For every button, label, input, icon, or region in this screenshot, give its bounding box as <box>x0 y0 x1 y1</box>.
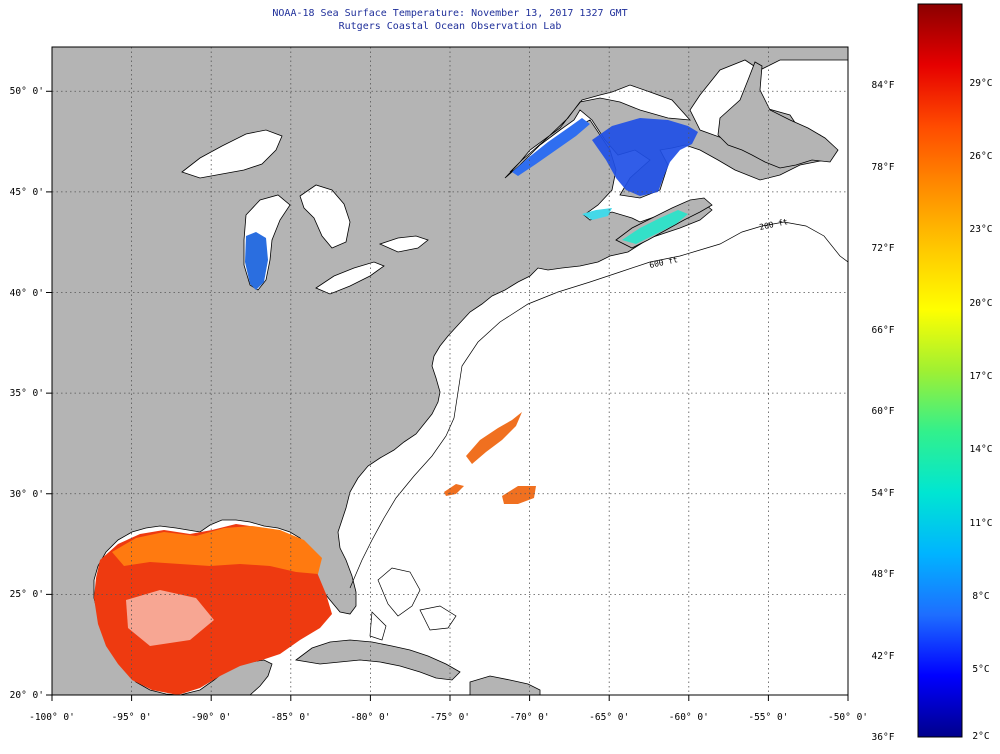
longitude-label: -100° 0' <box>29 712 75 723</box>
longitude-label: -75° 0' <box>429 712 471 723</box>
latitude-label: 20° 0' <box>9 690 44 701</box>
celsius-label: 14°C <box>969 444 993 456</box>
shelf-contour <box>349 221 848 589</box>
latitude-label: 25° 0' <box>9 589 44 601</box>
newfoundland-land <box>717 61 839 169</box>
fahrenheit-label: 48°F <box>871 569 895 581</box>
fahrenheit-label: 78°F <box>871 161 895 173</box>
fahrenheit-label: 36°F <box>871 732 895 743</box>
colorbar <box>917 3 963 738</box>
lake-michigan-sst <box>245 232 268 290</box>
celsius-label: 17°C <box>969 370 993 382</box>
sst-patch-a <box>466 412 522 464</box>
celsius-label: 23°C <box>969 224 993 236</box>
sst-patch-b <box>502 486 536 504</box>
map-layers <box>52 47 848 695</box>
longitude-label: -85° 0' <box>270 712 311 723</box>
latitude-label: 45° 0' <box>9 186 44 198</box>
st-lawrence-estuary-sst <box>512 118 590 176</box>
celsius-label: 8°C <box>972 590 990 602</box>
latitude-label: 50° 0' <box>9 86 44 98</box>
lake-ontario <box>378 235 429 253</box>
celsius-label: 29°C <box>969 77 993 89</box>
great-lakes <box>181 129 429 295</box>
fahrenheit-label: 72°F <box>871 243 895 255</box>
graticule <box>52 47 848 695</box>
celsius-label: 20°C <box>969 297 993 309</box>
celsius-label: 2°C <box>972 731 990 742</box>
sst-patch-c <box>444 484 464 496</box>
celsius-label: 11°C <box>969 517 993 529</box>
latitude-label: 35° 0' <box>9 388 44 400</box>
lake-huron <box>299 184 351 249</box>
fahrenheit-label: 54°F <box>871 487 895 499</box>
lake-superior <box>181 129 283 179</box>
hispaniola-land <box>469 675 541 695</box>
gulf-north-shelf-sst <box>112 526 322 574</box>
fahrenheit-label: 84°F <box>871 80 895 92</box>
fahrenheit-label: 60°F <box>871 406 895 418</box>
north-america-land <box>52 47 848 695</box>
gulf-stream-patches <box>444 412 536 504</box>
longitude-label: -95° 0' <box>111 712 152 723</box>
lake-erie <box>315 261 385 295</box>
celsius-label: 5°C <box>972 664 990 676</box>
longitude-label: -60° 0' <box>668 712 709 723</box>
gulf-st-lawrence-sst <box>592 118 698 196</box>
bay-of-fundy-sst <box>582 208 612 220</box>
longitude-label: -80° 0' <box>350 712 391 723</box>
gulf-cloud-mask <box>126 590 214 646</box>
map-subtitle: Rutgers Coastal Ocean Observation Lab <box>338 21 562 32</box>
cuba-land <box>295 639 461 681</box>
longitude-label: -55° 0' <box>748 712 789 723</box>
scotian-shelf-sst <box>622 210 688 244</box>
axis-ticks <box>46 90 849 701</box>
map-title: NOAA-18 Sea Surface Temperature: Novembe… <box>272 8 628 19</box>
fahrenheit-label: 66°F <box>871 324 895 336</box>
fahrenheit-label: 42°F <box>871 650 895 662</box>
gulf-of-mexico-sst <box>94 524 332 695</box>
latitude-label: 30° 0' <box>9 488 44 500</box>
latitude-label: 40° 0' <box>9 287 44 299</box>
longitude-label: -90° 0' <box>191 712 232 723</box>
longitude-label: -50° 0' <box>827 712 869 723</box>
longitude-label: -65° 0' <box>589 712 630 723</box>
celsius-label: 26°C <box>969 151 993 163</box>
longitude-label: -70° 0' <box>509 712 550 723</box>
